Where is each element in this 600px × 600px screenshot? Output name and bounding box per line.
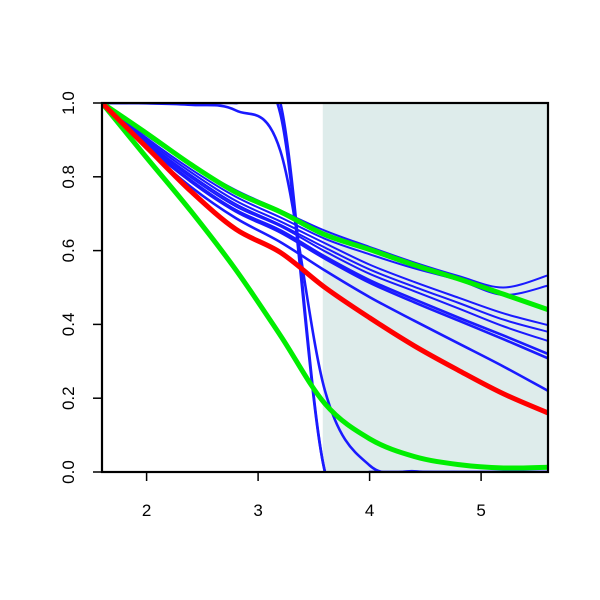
x-tick-label: 5 bbox=[476, 501, 485, 520]
y-tick-label: 0.0 bbox=[59, 460, 78, 484]
plot-area bbox=[102, 103, 548, 472]
series-line-4 bbox=[102, 103, 548, 333]
shaded-region bbox=[322, 103, 548, 472]
y-tick-label: 0.8 bbox=[59, 165, 78, 189]
y-tick-label: 0.2 bbox=[59, 386, 78, 410]
series-line-11 bbox=[102, 103, 548, 472]
series-line-5 bbox=[102, 103, 548, 342]
series-line-7 bbox=[102, 103, 548, 360]
series-line-14 bbox=[102, 103, 548, 416]
x-tick-label: 4 bbox=[365, 501, 374, 520]
y-tick-label: 1.0 bbox=[59, 91, 78, 115]
axes: 2 3 4 5 0.0 0.2 0.4 0.6 0.8 1.0 bbox=[59, 91, 550, 520]
plot-frame bbox=[100, 101, 550, 474]
series-line-3 bbox=[102, 103, 548, 327]
series-line-13 bbox=[102, 103, 548, 471]
series-line-9 bbox=[102, 103, 548, 472]
y-tick-label: 0.4 bbox=[59, 313, 78, 337]
y-tick-label: 0.6 bbox=[59, 239, 78, 263]
x-tick-label: 3 bbox=[253, 501, 262, 520]
series-line-12 bbox=[102, 103, 548, 313]
x-tick-label: 2 bbox=[142, 501, 151, 520]
